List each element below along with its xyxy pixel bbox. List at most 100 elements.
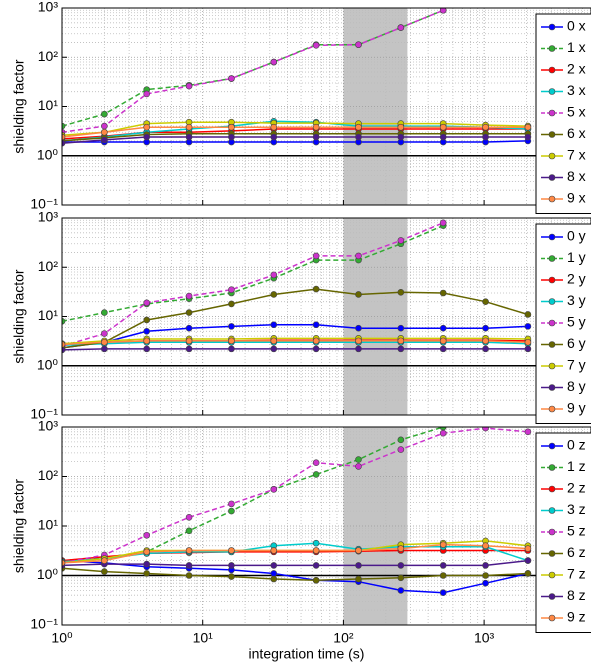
legend-label: 5 z bbox=[567, 523, 586, 539]
data-point bbox=[355, 547, 362, 554]
data-point bbox=[101, 309, 108, 316]
data-point bbox=[101, 136, 108, 144]
data-point bbox=[228, 500, 235, 508]
data-point bbox=[397, 545, 405, 552]
legend-box bbox=[535, 223, 591, 424]
data-point bbox=[62, 341, 66, 348]
data-point bbox=[270, 133, 278, 141]
data-point bbox=[439, 589, 447, 596]
series-line bbox=[62, 224, 444, 323]
shaded-region bbox=[343, 427, 408, 625]
y-tick-label: 10³ bbox=[38, 209, 59, 225]
series-line bbox=[62, 222, 444, 347]
data-point bbox=[397, 587, 405, 594]
series-line bbox=[62, 121, 528, 137]
plot-frame bbox=[61, 217, 591, 416]
data-point bbox=[397, 237, 405, 244]
data-point bbox=[270, 345, 278, 353]
series-line bbox=[62, 340, 528, 346]
data-point bbox=[397, 446, 405, 453]
data-point bbox=[185, 547, 193, 554]
data-point bbox=[143, 345, 151, 353]
legend-label: 6 y bbox=[567, 335, 586, 351]
data-point bbox=[101, 568, 108, 575]
legend-label: 1 y bbox=[567, 249, 586, 265]
data-point bbox=[439, 572, 447, 579]
legend-marker bbox=[548, 571, 556, 579]
shaded-region bbox=[343, 218, 408, 415]
data-point bbox=[524, 133, 532, 141]
data-point bbox=[482, 324, 489, 332]
data-point bbox=[62, 317, 66, 325]
data-point bbox=[312, 133, 320, 141]
data-point bbox=[228, 286, 235, 294]
legend-box bbox=[535, 13, 591, 214]
legend-label: 3 z bbox=[567, 501, 586, 517]
legend-label: 6 z bbox=[567, 544, 586, 560]
y-tick-label: 10⁻¹ bbox=[30, 616, 58, 632]
data-point bbox=[355, 456, 362, 463]
data-point bbox=[62, 122, 66, 130]
data-point bbox=[62, 139, 66, 147]
legend: 0 z 1 z 2 z 3 z 5 z 6 z 7 z 8 z 9 z bbox=[535, 432, 591, 633]
plot-frame bbox=[61, 7, 591, 206]
series-line bbox=[62, 288, 529, 349]
data-point bbox=[62, 346, 66, 354]
legend-marker bbox=[548, 255, 556, 262]
panel: 10⁻¹ 10⁰ 10¹ 10² 10³ shielding factor 0 x 1 x 2 … bbox=[11, 0, 591, 214]
y-tick-label: 10¹ bbox=[38, 97, 59, 113]
series-line bbox=[62, 9, 444, 134]
data-point bbox=[312, 471, 320, 478]
data-point bbox=[228, 562, 235, 569]
y-tick-label: 10⁻¹ bbox=[30, 406, 58, 422]
x-tick-label: 10⁰ bbox=[51, 630, 73, 646]
data-point bbox=[185, 562, 193, 569]
data-point bbox=[397, 24, 405, 31]
data-point bbox=[355, 324, 362, 332]
data-point bbox=[397, 436, 405, 444]
x-tick-label: 10² bbox=[333, 630, 354, 646]
data-point bbox=[101, 338, 108, 346]
series-line bbox=[62, 341, 528, 347]
data-point bbox=[143, 316, 151, 324]
data-point bbox=[270, 321, 278, 329]
data-point bbox=[355, 133, 362, 141]
data-point bbox=[228, 323, 235, 330]
data-point bbox=[312, 576, 320, 584]
data-point bbox=[397, 133, 405, 141]
data-point bbox=[524, 323, 532, 330]
legend-marker bbox=[548, 298, 556, 305]
legend-label: 5 y bbox=[567, 314, 586, 330]
legend-marker bbox=[548, 174, 556, 181]
data-point bbox=[439, 429, 447, 437]
series-line bbox=[62, 126, 528, 138]
legend-label: 2 z bbox=[567, 480, 586, 496]
y-tick-label: 10⁰ bbox=[37, 356, 59, 372]
series-layer bbox=[62, 219, 532, 354]
legend-marker bbox=[548, 528, 556, 536]
legend-marker bbox=[548, 507, 556, 514]
series-line bbox=[62, 559, 529, 594]
y-axis-label: shielding factor bbox=[11, 269, 27, 364]
data-point bbox=[312, 345, 320, 353]
data-point bbox=[143, 570, 151, 577]
data-point bbox=[355, 337, 362, 345]
data-point bbox=[439, 337, 447, 345]
data-point bbox=[143, 123, 151, 131]
y-tick-label: 10⁰ bbox=[37, 146, 59, 162]
legend-label: 7 y bbox=[567, 357, 586, 373]
data-point bbox=[185, 82, 193, 90]
data-point bbox=[185, 324, 193, 332]
legend-label: 8 x bbox=[567, 168, 586, 184]
data-point bbox=[228, 123, 235, 131]
data-point bbox=[355, 123, 362, 131]
data-point bbox=[439, 123, 447, 131]
data-point bbox=[228, 133, 235, 141]
legend-marker bbox=[548, 341, 556, 348]
data-point bbox=[270, 337, 278, 345]
data-point bbox=[355, 345, 362, 353]
legend-marker bbox=[548, 88, 556, 95]
data-point bbox=[270, 123, 278, 131]
data-point bbox=[143, 337, 151, 345]
